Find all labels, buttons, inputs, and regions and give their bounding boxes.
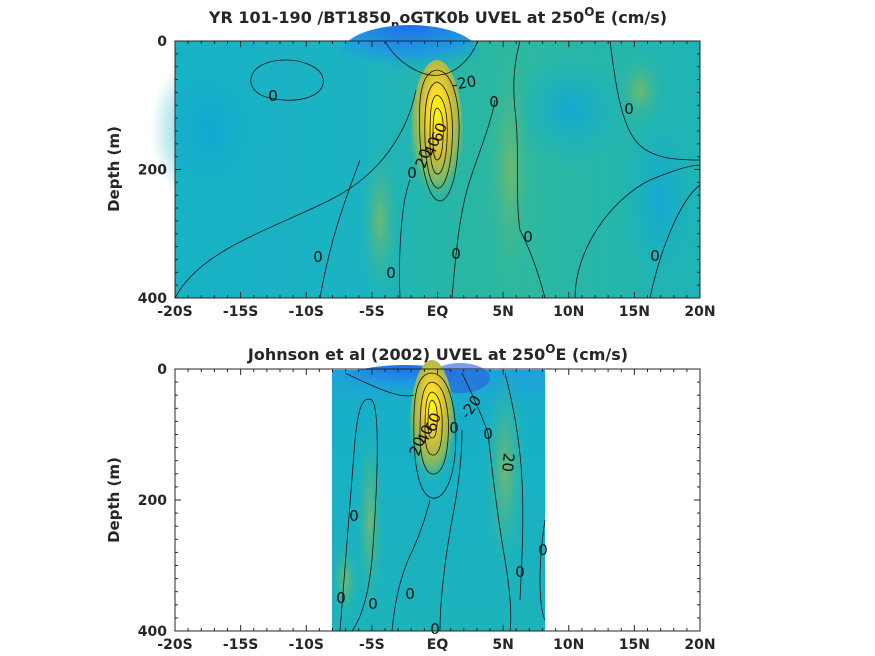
contour-label: 0 — [405, 585, 415, 603]
x-tick-label: 10N — [553, 637, 584, 653]
top-panel: YR 101-190 /BT1850noGTK0b UVEL at 250OE … — [105, 5, 716, 320]
bottom-x-ticks: -20S -15S -10S -5S EQ 5N 10N 15N 20N — [157, 369, 716, 653]
top-ylabel: Depth (m) — [105, 126, 123, 212]
contour-label: 0 — [515, 563, 525, 581]
contour-label: 0 — [336, 589, 346, 607]
x-tick-label: -5S — [359, 304, 385, 320]
x-tick-label: 20N — [684, 637, 715, 653]
top-heatmap — [150, 25, 700, 300]
contour-label: 20 — [406, 434, 429, 458]
contour-label: 0 — [538, 541, 548, 559]
x-tick-label: -10S — [289, 304, 324, 320]
bottom-title: Johnson et al (2002) UVEL at 250OE (cm/s… — [247, 342, 628, 364]
x-tick-label: -5S — [359, 637, 385, 653]
contour-label: 0 — [386, 264, 396, 282]
x-tick-label: EQ — [427, 304, 449, 320]
contour-label: 0 — [349, 507, 359, 525]
contour-label: 0 — [523, 228, 533, 246]
y-tick-label: 200 — [138, 163, 167, 179]
contour-label: 20 — [498, 452, 518, 473]
contour-label: 0 — [430, 620, 440, 638]
contour-label: 40 — [414, 422, 437, 446]
y-tick-label: 200 — [138, 493, 167, 509]
x-tick-label: 15N — [619, 637, 650, 653]
contour-label: 60 — [422, 410, 445, 434]
contour-label: 0 — [368, 595, 378, 613]
contour-label: 0 — [313, 248, 323, 266]
contour-label: 0 — [268, 87, 278, 105]
x-tick-label: 5N — [492, 304, 513, 320]
top-contour-labels: -20 0 0 0 0 0 0 0 0 0 20 40 60 — [268, 72, 660, 282]
contour-label: 0 — [624, 100, 634, 118]
top-contours — [174, 40, 701, 299]
contour-label: 60 — [428, 120, 451, 144]
contour-label: 0 — [489, 93, 499, 111]
bottom-heatmap — [331, 360, 545, 631]
x-tick-label: 20N — [684, 304, 715, 320]
y-tick-label: 400 — [138, 624, 167, 640]
x-tick-label: -15S — [223, 304, 258, 320]
x-tick-label: -15S — [223, 637, 258, 653]
top-title: YR 101-190 /BT1850noGTK0b UVEL at 250OE … — [208, 5, 667, 32]
contour-label: 20 — [412, 146, 435, 170]
bottom-panel: Johnson et al (2002) UVEL at 250OE (cm/s… — [105, 342, 716, 653]
contour-label: 0 — [451, 245, 461, 263]
y-tick-label: 0 — [157, 34, 167, 50]
contour-label: 0 — [483, 425, 493, 443]
x-tick-label: 10N — [553, 304, 584, 320]
x-tick-label: EQ — [427, 637, 449, 653]
bottom-ylabel: Depth (m) — [105, 457, 123, 543]
contour-label: -20 — [451, 72, 478, 94]
top-x-ticks: -20S -15S -10S -5S EQ 5N 10N 15N 20N — [157, 41, 716, 320]
contour-label: 0 — [650, 247, 660, 265]
contour-label: 0 — [449, 419, 459, 437]
x-tick-label: 5N — [492, 637, 513, 653]
x-tick-label: -10S — [289, 637, 324, 653]
x-tick-label: 15N — [619, 304, 650, 320]
x-tick-label: -20S — [157, 304, 192, 320]
contour-label: 0 — [407, 164, 417, 182]
y-tick-label: 0 — [157, 362, 167, 378]
bottom-contours — [339, 372, 546, 632]
x-tick-label: -20S — [157, 637, 192, 653]
y-tick-label: 400 — [138, 291, 167, 307]
contour-label: 40 — [421, 134, 444, 158]
